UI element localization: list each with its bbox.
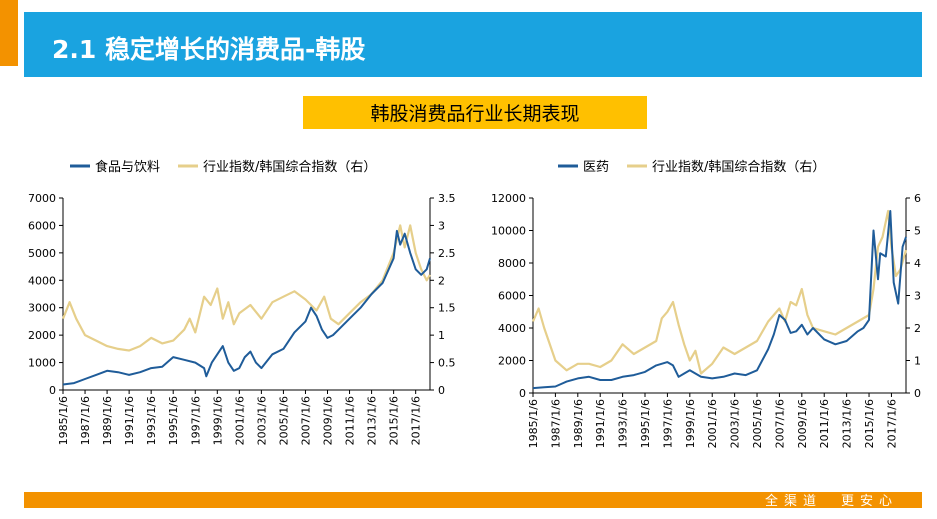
chart-food-beverage-svg: 食品与饮料 行业指数/韩国综合指数（右） 0 1000 2000 3000 4000 5000… — [28, 159, 456, 445]
legend-label: 行业指数/韩国综合指数（右） — [203, 160, 376, 175]
y-right-tick-label: 2.5 — [438, 247, 456, 260]
y-right-tick-label: 1.5 — [438, 302, 456, 315]
y-left-tick-label: 2000 — [498, 355, 526, 368]
y-right-tick-label: 1 — [438, 329, 445, 342]
y-right-tick-label: 3 — [438, 219, 445, 232]
x-tick-label: 1997/1/6 — [189, 396, 202, 445]
y-left-tick-label: 12000 — [491, 192, 526, 205]
x-tick-label: 1989/1/6 — [101, 396, 114, 445]
x-tick-label: 1991/1/6 — [594, 399, 607, 448]
x-tick-label: 2003/1/6 — [729, 399, 742, 448]
y-left-tick-label: 8000 — [498, 257, 526, 270]
x-tick-label: 2005/1/6 — [751, 399, 764, 448]
x-tick-label: 2017/1/6 — [410, 396, 423, 445]
x-tick-label: 1995/1/6 — [167, 396, 180, 445]
x-tick-label: 1991/1/6 — [123, 396, 136, 445]
y-left-tick-label: 10000 — [491, 225, 526, 238]
x-tick-label: 1997/1/6 — [661, 399, 674, 448]
y-left-tick-label: 4000 — [498, 322, 526, 335]
y-right-tick-label: 3 — [914, 290, 921, 303]
x-tick-label: 1985/1/6 — [57, 396, 70, 445]
x-tick-label: 1999/1/6 — [684, 399, 697, 448]
x-tick-label: 2003/1/6 — [255, 396, 268, 445]
series-index-line — [531, 209, 908, 375]
x-tick-label: 1999/1/6 — [211, 396, 224, 445]
x-tick-label: 2013/1/6 — [841, 399, 854, 448]
x-tick-label: 2005/1/6 — [277, 396, 290, 445]
x-tick-label: 2009/1/6 — [322, 396, 335, 445]
y-left-tick-label: 1000 — [28, 357, 56, 370]
y-left-tick-label: 0 — [49, 384, 56, 397]
x-tick-label: 2011/1/6 — [344, 396, 357, 445]
x-tick-label: 2015/1/6 — [388, 396, 401, 445]
orange-accent-tab — [0, 0, 18, 66]
legend-label: 行业指数/韩国综合指数（右） — [652, 160, 825, 175]
y-left-tick-label: 2000 — [28, 329, 56, 342]
x-tick-label: 2001/1/6 — [706, 399, 719, 448]
x-tick-label: 1987/1/6 — [79, 396, 92, 445]
x-tick-label: 2017/1/6 — [885, 399, 898, 448]
x-tick-label: 1987/1/6 — [549, 399, 562, 448]
title-bar — [24, 12, 922, 77]
x-tick-label: 1993/1/6 — [145, 396, 158, 445]
legend-label: 医药 — [583, 160, 609, 175]
x-tick-label: 1985/1/6 — [527, 399, 540, 448]
y-right-tick-label: 0 — [438, 384, 445, 397]
y-right-tick-label: 2 — [438, 274, 445, 287]
page-title: 2.1 稳定增长的消费品-韩股 — [52, 35, 366, 64]
section-subtitle: 韩股消费品行业长期表现 — [303, 96, 647, 129]
y-left-tick-label: 3000 — [28, 302, 56, 315]
chart-food-beverage: 食品与饮料 行业指数/韩国综合指数（右） 0 1000 2000 3000 4000 5000… — [18, 150, 458, 479]
series-sector-line — [62, 229, 431, 386]
y-left-tick-label: 4000 — [28, 274, 56, 287]
x-tick-label: 1995/1/6 — [639, 399, 652, 448]
y-left-tick-label: 6000 — [28, 219, 56, 232]
legend-label: 食品与饮料 — [95, 159, 160, 175]
y-left-tick-label: 6000 — [498, 290, 526, 303]
chart-pharma: 医药 行业指数/韩国综合指数（右） 0 2000 4000 6000 8000 10000 12… — [478, 150, 933, 479]
x-tick-label: 2015/1/6 — [863, 399, 876, 448]
x-tick-label: 1993/1/6 — [617, 399, 630, 448]
y-right-tick-label: 3.5 — [438, 192, 456, 205]
y-right-tick-label: 5 — [914, 225, 921, 238]
y-right-tick-label: 6 — [914, 192, 921, 205]
footer-bar: 全渠道 更安心 — [24, 492, 922, 509]
y-right-tick-label: 0.5 — [438, 357, 456, 370]
chart-pharma-svg: 医药 行业指数/韩国综合指数（右）020004000600080001000012… — [491, 160, 921, 448]
series-sector-line — [532, 210, 907, 390]
x-tick-label: 2011/1/6 — [818, 399, 831, 448]
y-left-tick-label: 0 — [519, 387, 526, 400]
y-right-tick-label: 4 — [914, 257, 921, 270]
x-tick-label: 2007/1/6 — [773, 399, 786, 448]
x-tick-label: 1989/1/6 — [572, 399, 585, 448]
y-left-tick-label: 7000 — [28, 192, 56, 205]
footer-slogan: 全渠道 更安心 — [764, 494, 898, 509]
y-right-tick-label: 2 — [914, 322, 921, 335]
y-right-tick-label: 0 — [914, 387, 921, 400]
x-tick-label: 2007/1/6 — [299, 396, 312, 445]
x-tick-label: 2001/1/6 — [233, 396, 246, 445]
x-tick-label: 2009/1/6 — [796, 399, 809, 448]
x-tick-label: 2013/1/6 — [366, 396, 379, 445]
y-right-tick-label: 1 — [914, 355, 921, 368]
series-index-line — [61, 224, 431, 352]
y-left-tick-label: 5000 — [28, 247, 56, 260]
